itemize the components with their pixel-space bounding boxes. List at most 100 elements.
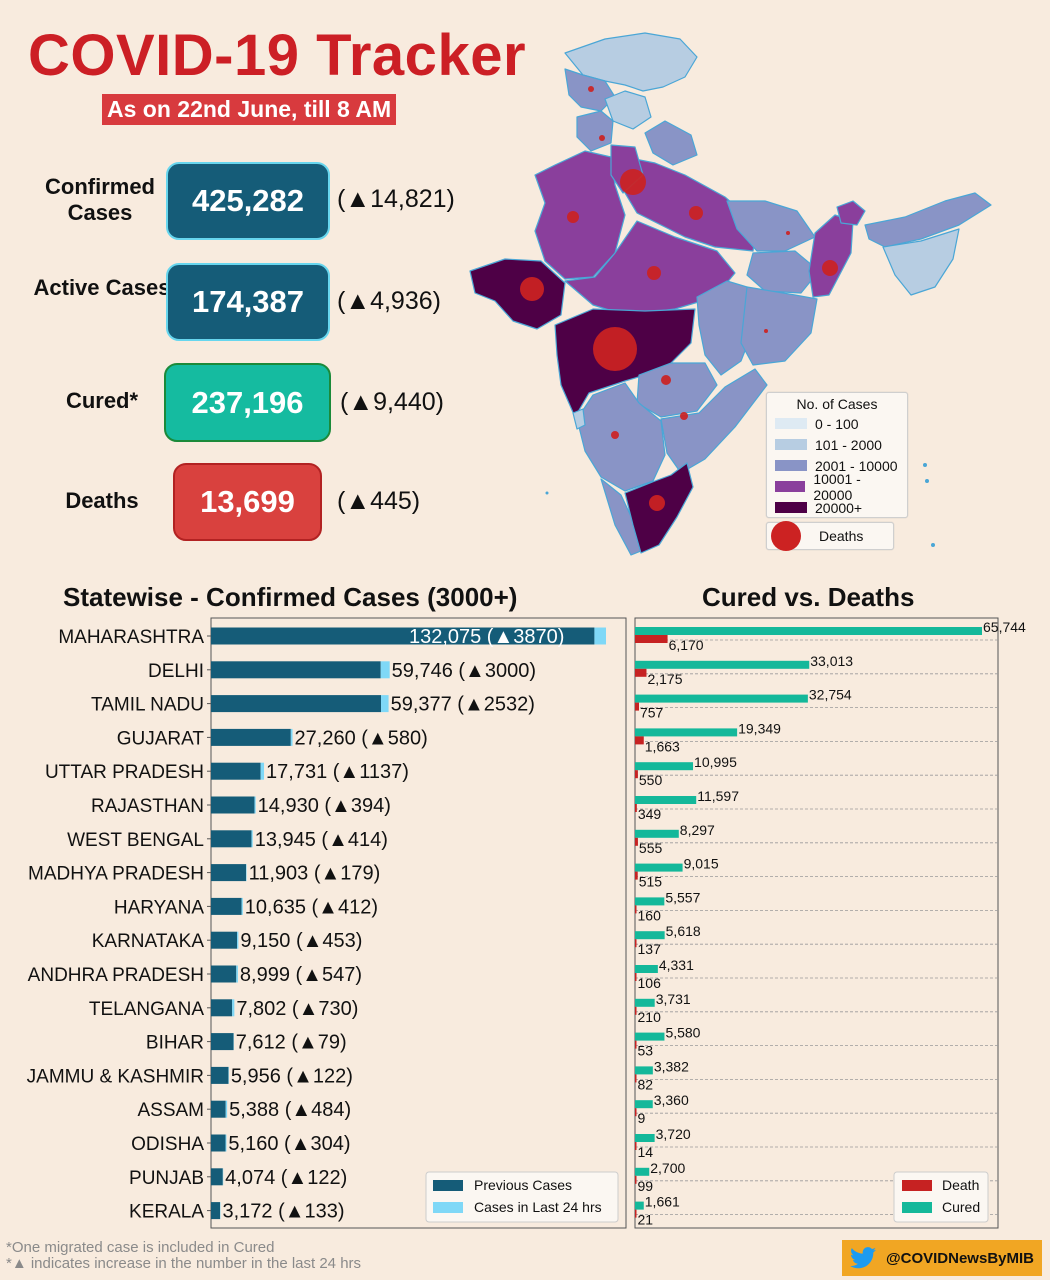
bar-previous-cases bbox=[211, 796, 255, 814]
bar-cured bbox=[635, 1134, 655, 1142]
death-bubble-haryana bbox=[599, 135, 605, 141]
map-legend: No. of Cases 0 - 100 101 - 2000 2001 - 1… bbox=[766, 392, 908, 518]
bar-cases-last-24hrs bbox=[241, 897, 243, 915]
bar-death bbox=[635, 635, 668, 643]
legend-swatch-previous bbox=[433, 1180, 463, 1191]
category-label: HARYANA bbox=[114, 897, 204, 918]
data-label: 10,635 (▲412) bbox=[245, 896, 378, 918]
category-label: MADHYA PRADESH bbox=[28, 864, 204, 885]
death-label: 160 bbox=[638, 907, 662, 923]
bar-death bbox=[635, 804, 637, 812]
death-label: 14 bbox=[638, 1144, 654, 1160]
bar-previous-cases bbox=[211, 1033, 234, 1051]
death-bubble-west-bengal bbox=[822, 260, 838, 276]
region-west-bengal bbox=[808, 214, 854, 298]
twitter-handle-text: @COVIDNewsByMIB bbox=[886, 1249, 1034, 1267]
death-bubble-telangana bbox=[661, 375, 671, 385]
data-label: 5,388 (▲484) bbox=[229, 1099, 351, 1121]
death-bubble-tamil-nadu bbox=[649, 495, 665, 511]
data-label: 17,731 (▲1137) bbox=[266, 761, 409, 783]
bar-death bbox=[635, 1209, 637, 1218]
cured-label: 2,700 bbox=[650, 1160, 685, 1176]
death-label: 349 bbox=[638, 806, 662, 822]
legend-label-24hrs: Cases in Last 24 hrs bbox=[474, 1199, 602, 1215]
cured-label: 8,297 bbox=[680, 822, 715, 838]
death-label: 515 bbox=[639, 874, 663, 890]
twitter-handle-badge[interactable]: @COVIDNewsByMIB bbox=[842, 1240, 1042, 1276]
category-label: BIHAR bbox=[146, 1033, 204, 1054]
bar-death bbox=[635, 1040, 637, 1049]
bar-previous-cases bbox=[211, 931, 238, 949]
bar-cured bbox=[635, 1032, 665, 1041]
region-up bbox=[614, 154, 758, 252]
statewise-legend: Previous Cases Cases in Last 24 hrs bbox=[425, 1171, 619, 1223]
deaths-legend: Deaths bbox=[766, 521, 894, 551]
data-label: 59,377 (▲2532) bbox=[391, 694, 535, 716]
region-goa bbox=[572, 408, 586, 430]
deaths-delta: (▲445) bbox=[337, 487, 421, 515]
bar-previous-cases bbox=[211, 1066, 229, 1084]
legend-swatch bbox=[775, 502, 807, 513]
bar-death bbox=[635, 1074, 637, 1083]
bar-cured bbox=[635, 728, 738, 737]
data-label: 4,074 (▲122) bbox=[225, 1167, 347, 1189]
death-label: 550 bbox=[639, 772, 663, 788]
cured-deaths-legend: Death Cured bbox=[893, 1171, 989, 1223]
legend-swatch-cured bbox=[902, 1202, 932, 1213]
death-label: 82 bbox=[638, 1076, 654, 1092]
bar-cured bbox=[635, 762, 694, 771]
bar-previous-cases bbox=[211, 1168, 223, 1186]
legend-label: 20000+ bbox=[815, 499, 863, 516]
bar-previous-cases bbox=[211, 728, 291, 746]
bar-previous-cases bbox=[211, 965, 237, 983]
bar-cases-last-24hrs bbox=[236, 965, 238, 983]
bar-cases-last-24hrs bbox=[237, 931, 239, 949]
category-label: GUJARAT bbox=[117, 728, 205, 749]
data-label: 14,930 (▲394) bbox=[258, 795, 391, 817]
bar-previous-cases bbox=[211, 1134, 226, 1152]
confirmed-label: Confirmed Cases bbox=[45, 174, 155, 225]
bar-cases-last-24hrs bbox=[225, 1134, 227, 1152]
cured-label: 65,744 bbox=[983, 619, 1026, 635]
bar-cured bbox=[635, 965, 658, 973]
data-label: 5,956 (▲122) bbox=[231, 1065, 353, 1087]
bar-cases-last-24hrs bbox=[260, 762, 265, 780]
statewise-chart-title: Statewise - Confirmed Cases (3000+) bbox=[63, 582, 518, 612]
cured-label: 33,013 bbox=[810, 653, 853, 669]
bar-death bbox=[635, 1108, 637, 1117]
confirmed-value-box: 425,282 bbox=[166, 162, 330, 240]
bar-cured bbox=[635, 1066, 653, 1075]
category-label: DELHI bbox=[148, 661, 204, 682]
data-label: 9,150 (▲453) bbox=[240, 930, 362, 952]
death-bubble-bihar bbox=[786, 231, 790, 235]
bar-cured bbox=[635, 660, 810, 669]
death-bubble-jk bbox=[588, 86, 594, 92]
footer-notes: *One migrated case is included in Cured … bbox=[6, 1240, 361, 1272]
cured-label: 5,618 bbox=[666, 923, 701, 939]
data-label: 59,746 (▲3000) bbox=[392, 660, 536, 682]
plot-frame bbox=[210, 617, 627, 1229]
plot-frame bbox=[634, 617, 999, 1229]
active-delta: (▲4,936) bbox=[337, 287, 441, 315]
category-label: TELANGANA bbox=[89, 999, 204, 1020]
legend-swatch-24hrs bbox=[433, 1202, 463, 1213]
cured-label: 3,731 bbox=[656, 991, 691, 1007]
map-legend-title: No. of Cases bbox=[796, 396, 878, 412]
bar-previous-cases bbox=[211, 627, 595, 645]
bar-cured bbox=[635, 694, 808, 703]
death-label: 210 bbox=[638, 1009, 662, 1025]
category-label: KARNATAKA bbox=[92, 931, 205, 952]
region-odisha bbox=[740, 286, 818, 366]
map-legend-item: 20000+ bbox=[767, 497, 907, 518]
region-andhra bbox=[660, 368, 768, 474]
legend-frame bbox=[425, 1171, 619, 1223]
category-label: KERALA bbox=[129, 1202, 204, 1223]
death-bubble-delhi bbox=[620, 169, 646, 195]
category-label: RAJASTHAN bbox=[91, 796, 204, 817]
data-label: 27,260 (▲580) bbox=[295, 727, 428, 749]
deaths-label: Deaths bbox=[65, 488, 139, 513]
legend-label-previous: Previous Cases bbox=[474, 1177, 572, 1193]
bar-cases-last-24hrs bbox=[380, 661, 390, 679]
cured-value-box: 237,196 bbox=[164, 363, 331, 442]
cured-label: 32,754 bbox=[809, 687, 852, 703]
